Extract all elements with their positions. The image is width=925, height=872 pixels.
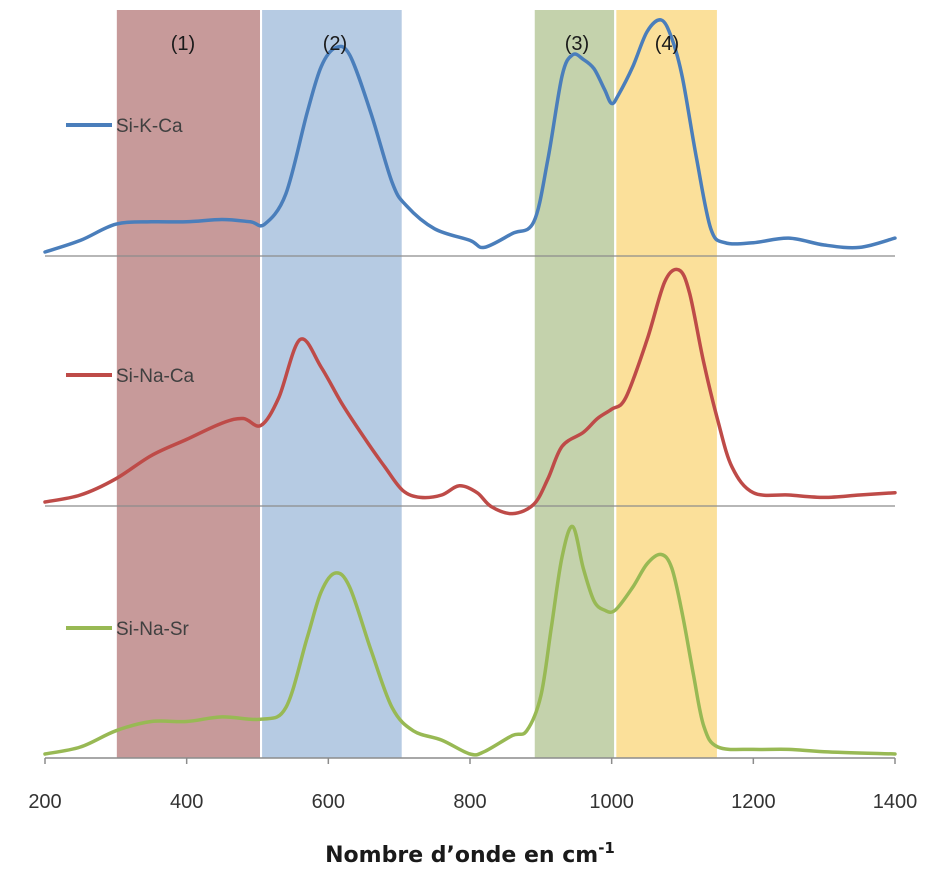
x-tick-label: 200 [28,791,61,813]
band-label-2: (2) [323,33,347,55]
band-label-3: (3) [565,33,589,55]
legend-label-si-na-ca: Si-Na-Ca [116,366,195,387]
x-axis-label-superscript: -1 [598,839,615,857]
legend: Si-K-Ca Si-Na-Ca Si-Na-Sr [66,116,195,640]
series-line-si-k-ca [43,18,897,254]
x-tick-label: 1400 [873,791,918,813]
x-tick-label: 400 [170,791,203,813]
band-region-3 [533,10,616,758]
series-lines [43,18,897,757]
band-dividers [114,10,719,758]
series-line-si-na-sr [43,524,897,757]
legend-label-si-na-sr: Si-Na-Sr [116,619,190,640]
x-tick-label: 800 [453,791,486,813]
x-tick-label: 1000 [589,791,634,813]
x-axis-label: Nombre d’onde en cm-1 [325,839,615,868]
x-tick-label: 1200 [731,791,776,813]
band-region-1 [115,10,262,758]
legend-label-si-k-ca: Si-K-Ca [116,116,183,137]
x-ticks: 200 400 600 800 1000 1200 1400 [28,758,917,813]
x-axis-label-text: Nombre d’onde en cm [325,843,598,868]
panel-separators [45,255,895,507]
band-label-1: (1) [171,33,195,55]
band-regions [115,10,718,758]
series-line-si-na-ca [43,267,897,516]
x-tick-label: 600 [312,791,345,813]
band-labels: (1) (2) (3) (4) [171,33,679,55]
band-label-4: (4) [655,33,679,55]
